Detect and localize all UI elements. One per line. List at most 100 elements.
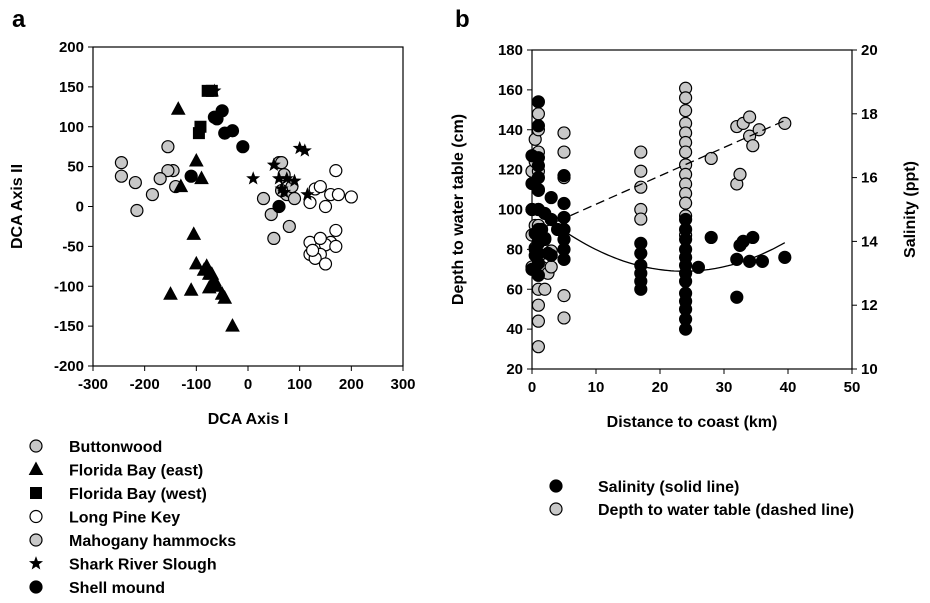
data-point-b (634, 164, 648, 178)
y2-axis-label-b: Salinity (ppt) (902, 161, 919, 258)
data-point-b (544, 190, 558, 205)
legend-b-label: Depth to water table (dashed line) (598, 502, 854, 519)
x-tick-label-a: 0 (244, 376, 252, 393)
data-point-a (318, 199, 333, 214)
legend-a-marker (29, 580, 43, 594)
data-point-a (161, 140, 175, 154)
data-point-b (557, 289, 571, 303)
y-tick-label-a: -150 (54, 318, 84, 335)
data-point-b (778, 250, 792, 264)
data-point-a (313, 179, 327, 194)
data-point-b (557, 126, 571, 140)
data-point-a (153, 171, 167, 186)
panel-label-b: b (455, 6, 470, 33)
x-tick-label-b: 30 (716, 379, 733, 396)
salinity-fit-line (531, 206, 786, 272)
data-point-b (531, 159, 546, 173)
data-point-b (678, 322, 693, 336)
data-point-a (201, 279, 217, 294)
legend-a-label: Florida Bay (west) (69, 486, 207, 503)
data-point-a (217, 290, 233, 304)
data-point-b (678, 91, 693, 105)
data-point-a (264, 207, 278, 222)
data-point-a (287, 173, 302, 187)
data-point-a (194, 170, 209, 185)
data-point-a (130, 203, 144, 218)
x-tick-label-b: 50 (844, 379, 861, 396)
legend-a-label: Shark River Slough (69, 557, 217, 574)
data-point-a (313, 231, 327, 245)
legend-a-label: Mahogany hammocks (69, 533, 236, 550)
y-axis-label-a: DCA Axis II (9, 164, 26, 249)
data-point-a (184, 169, 198, 183)
data-point-a (300, 187, 315, 201)
x-tick-label-a: 100 (287, 376, 312, 393)
data-point-a (145, 187, 160, 202)
legend-a-label: Long Pine Key (69, 510, 180, 527)
x-tick-label-a: -300 (78, 376, 108, 393)
y-tick-label-a: 50 (67, 159, 84, 176)
data-point-a (161, 164, 175, 178)
y-tick-label-a: -100 (54, 278, 84, 295)
legend-a-label: Florida Bay (east) (69, 463, 203, 480)
x-tick-label-b: 0 (528, 379, 536, 396)
data-point-a (225, 318, 240, 332)
legend-a-label: Shell mound (69, 580, 165, 597)
data-point-b (634, 246, 648, 260)
data-point-a (318, 257, 333, 271)
data-point-a (188, 255, 204, 270)
data-point-a (236, 140, 250, 154)
data-point-a (207, 83, 222, 97)
x-tick-label-a: -200 (130, 376, 160, 393)
x-axis-label-b: Distance to coast (km) (607, 414, 778, 431)
data-point-b (678, 145, 693, 159)
data-point-b (544, 260, 558, 274)
data-point-b (730, 290, 744, 304)
y-tick-label-b: 40 (506, 321, 523, 338)
x-tick-label-a: 300 (390, 376, 415, 393)
y2-tick-label-b: 20 (861, 42, 878, 59)
data-point-a (188, 152, 204, 167)
data-point-b (742, 110, 757, 124)
legend-a-marker (29, 533, 43, 547)
legend-b-marker (549, 502, 563, 516)
data-point-a (282, 219, 296, 234)
y-tick-label-b: 20 (506, 361, 523, 378)
data-point-b (678, 196, 693, 210)
data-point-b (557, 145, 571, 159)
data-point-b (634, 145, 648, 159)
data-point-b (557, 210, 571, 225)
data-point-a (170, 101, 186, 115)
legend-a-marker (28, 461, 44, 475)
data-point-b (531, 340, 546, 354)
x-tick-label-b: 20 (652, 379, 669, 396)
legend-a-label: Buttonwood (69, 439, 162, 456)
data-point-a (114, 156, 129, 170)
legend-a-marker (29, 509, 43, 524)
data-point-b (557, 196, 571, 211)
data-point-b (557, 169, 571, 183)
data-point-a (183, 282, 199, 296)
data-point-b (634, 180, 648, 194)
data-point-a (305, 243, 320, 257)
data-point-a (128, 175, 142, 190)
y2-tick-label-b: 12 (861, 297, 878, 314)
data-point-a (329, 164, 343, 178)
data-point-b (531, 107, 546, 121)
data-point-a (204, 266, 220, 280)
legend-a-marker (29, 439, 43, 453)
x-tick-label-a: 200 (339, 376, 364, 393)
y-tick-label-a: 200 (59, 39, 84, 56)
data-point-a (331, 187, 346, 202)
data-point-b (634, 282, 648, 296)
data-point-a (329, 223, 343, 238)
data-point-b (531, 256, 546, 270)
y2-tick-label-b: 14 (861, 233, 878, 250)
data-point-a (266, 157, 281, 172)
y-tick-label-b: 160 (498, 82, 523, 99)
y-axis-label-b: Depth to water table (cm) (450, 114, 467, 305)
y-tick-label-b: 140 (498, 122, 523, 139)
data-point-b (634, 212, 648, 226)
depth-fit-line (531, 119, 786, 234)
y2-tick-label-b: 18 (861, 106, 878, 123)
